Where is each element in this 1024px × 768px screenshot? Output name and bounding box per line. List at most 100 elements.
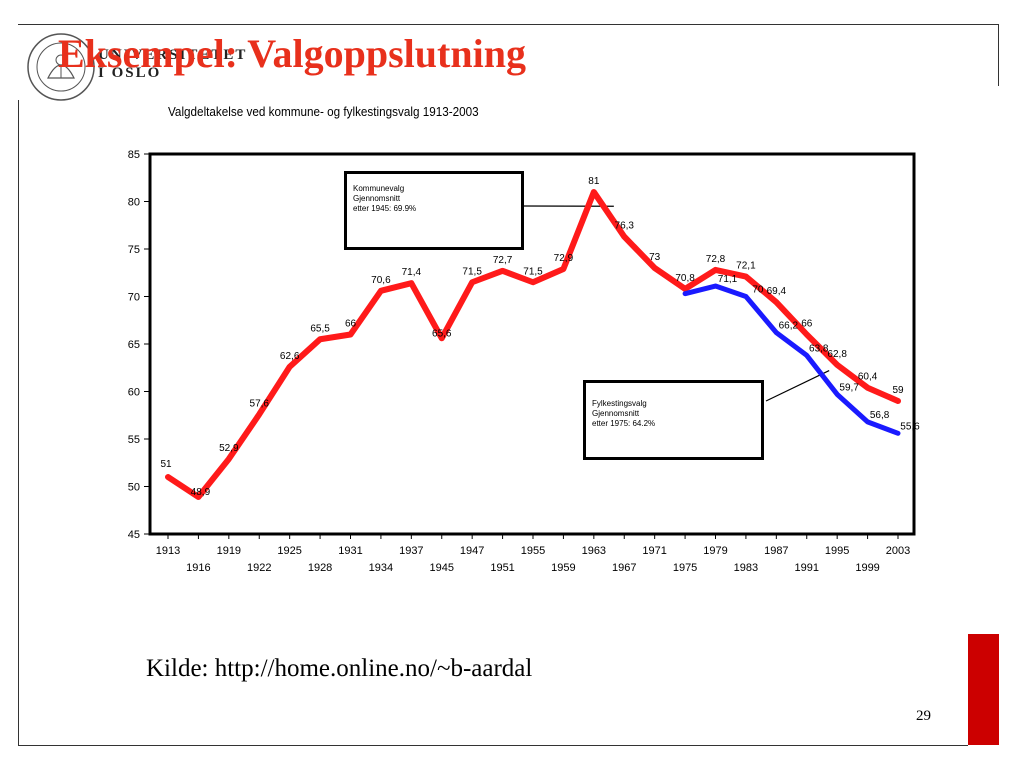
x-tick-label: 1991 [795,562,819,574]
data-point [744,275,748,279]
data-point [714,284,717,288]
data-point [349,333,352,336]
data-label: 71,4 [402,267,422,278]
data-point [318,337,322,341]
data-label: 57,6 [250,398,270,409]
annotation-leader-line [765,370,830,402]
annotation-line: Fylkestingsvalg [592,399,647,408]
data-point [531,280,535,284]
data-label: 60,4 [858,372,878,383]
data-point [227,457,231,461]
page-number: 29 [916,708,931,724]
data-label: 66,2 [779,321,799,332]
y-tick-label: 65 [128,339,140,351]
data-point [774,300,778,304]
x-tick-label: 1987 [764,545,788,557]
annotation-line: etter 1945: 69.9% [353,204,417,213]
y-tick-label: 50 [128,482,140,494]
y-tick-label: 85 [128,149,140,161]
data-point [288,365,292,369]
turnout-line-chart: 45 50 55 60 65 70 75 80 85 1913 1916 1919 1922 1925 19… [128,149,920,574]
x-tick-label: 1951 [490,562,514,574]
fylke-series-line [682,283,901,436]
x-tick-label: 1913 [156,545,180,557]
x-tick-label: 1937 [399,545,423,557]
data-point [409,281,413,285]
data-point [379,289,383,293]
data-label: 70 [752,285,764,296]
x-tick-label: 1979 [703,545,727,557]
annotation-kommunevalg: Kommunevalg Gjennomsnitt etter 1945: 69.… [344,171,524,250]
slide-frame-bottom [18,745,968,746]
data-point [561,267,565,271]
data-label: 65,5 [310,323,330,334]
data-point [866,420,870,424]
data-label: 59,7 [839,382,859,393]
annotation-line: Kommunevalg [353,184,405,193]
annotation-fylkestingsvalg: Fylkestingsvalg Gjennomsnitt etter 1975:… [583,380,764,460]
data-label: 52,9 [219,443,239,454]
data-point [805,333,809,336]
slide-frame-right [998,24,999,86]
data-label: 72,7 [493,255,513,266]
data-point [744,295,748,298]
data-point [714,268,717,272]
accent-bar [968,634,999,745]
data-label: 70,8 [675,273,695,284]
x-tick-label: 1975 [673,562,697,574]
data-label: 62,8 [827,349,847,360]
data-point [257,412,261,416]
plot-frame [148,152,916,536]
logo-text-line2: I OSLO [98,65,162,81]
y-tick-label: 75 [128,244,140,256]
data-label: 71,1 [718,274,738,285]
x-tick-label: 1925 [277,545,301,557]
data-label: 71,5 [523,266,543,277]
data-label: 72,9 [554,253,574,264]
data-label: 69,4 [767,286,787,297]
data-point [896,431,900,435]
data-label: 59 [892,385,904,396]
data-label: 70,6 [371,275,391,286]
slide-title: Eksempel: Valgoppslutning [58,31,526,76]
x-tick-label: 1922 [247,562,271,574]
data-label: 71,5 [462,266,482,277]
annotation-line: Gjennomsnitt [592,409,640,418]
university-seal-icon [27,33,95,101]
data-point [835,363,839,367]
data-label: 62,6 [280,351,300,362]
data-label: 48,9 [191,487,211,498]
x-tick-label: 1919 [217,545,241,557]
data-label: 55,6 [900,421,920,432]
x-tick-label: 1999 [855,562,879,574]
data-point [866,386,870,390]
x-tick-label: 1983 [734,562,758,574]
x-tick-label: 1995 [825,545,849,557]
x-tick-label: 1928 [308,562,332,574]
data-label: 76,3 [615,221,635,232]
data-label: 63,8 [809,343,829,354]
y-tick-label: 45 [128,529,140,541]
data-point [440,336,444,340]
data-point [774,331,778,335]
y-tick-label: 80 [128,197,140,209]
data-point [622,235,626,239]
chart-title: Valgdeltakelse ved kommune- og fylkestin… [168,104,479,119]
data-label: 66 [345,319,357,330]
source-citation: Kilde: http://home.online.no/~b-aardal [146,655,533,682]
data-label: 72,1 [736,261,756,272]
data-point [805,353,809,357]
data-point [653,266,657,270]
slide-frame-top [18,24,998,25]
data-point [470,280,474,284]
x-tick-label: 1916 [186,562,210,574]
x-tick-label: 1945 [430,562,454,574]
annotation-line: etter 1975: 64.2% [592,419,656,428]
logo-text-line1: UNIVERSITETET [98,47,248,63]
data-label: 56,8 [870,410,890,421]
x-tick-label: 1947 [460,545,484,557]
x-tick-label: 1971 [642,545,666,557]
y-tick-label: 70 [128,292,140,304]
data-point [835,392,839,396]
data-point [196,495,200,499]
